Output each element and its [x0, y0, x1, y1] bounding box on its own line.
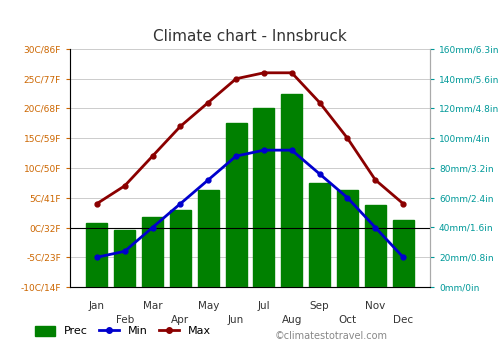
- Bar: [86, 223, 108, 287]
- Text: Jul: Jul: [258, 301, 270, 311]
- Text: Sep: Sep: [310, 301, 330, 311]
- Text: Jan: Jan: [89, 301, 105, 311]
- Text: Dec: Dec: [393, 315, 413, 325]
- Bar: [365, 205, 386, 287]
- Text: Oct: Oct: [338, 315, 356, 325]
- Bar: [142, 217, 163, 287]
- Bar: [392, 220, 413, 287]
- Bar: [282, 93, 302, 287]
- Text: Nov: Nov: [365, 301, 386, 311]
- Bar: [226, 123, 246, 287]
- Bar: [170, 210, 191, 287]
- Bar: [254, 108, 274, 287]
- Text: Apr: Apr: [172, 315, 190, 325]
- Bar: [337, 190, 358, 287]
- Text: Jun: Jun: [228, 315, 244, 325]
- Text: ©climatestotravel.com: ©climatestotravel.com: [275, 331, 388, 341]
- Legend: Prec, Min, Max: Prec, Min, Max: [30, 321, 215, 341]
- Text: Feb: Feb: [116, 315, 134, 325]
- Text: Aug: Aug: [282, 315, 302, 325]
- Title: Climate chart - Innsbruck: Climate chart - Innsbruck: [153, 29, 347, 44]
- Bar: [114, 230, 135, 287]
- Bar: [309, 183, 330, 287]
- Text: May: May: [198, 301, 219, 311]
- Bar: [198, 190, 218, 287]
- Text: Mar: Mar: [142, 301, 163, 311]
